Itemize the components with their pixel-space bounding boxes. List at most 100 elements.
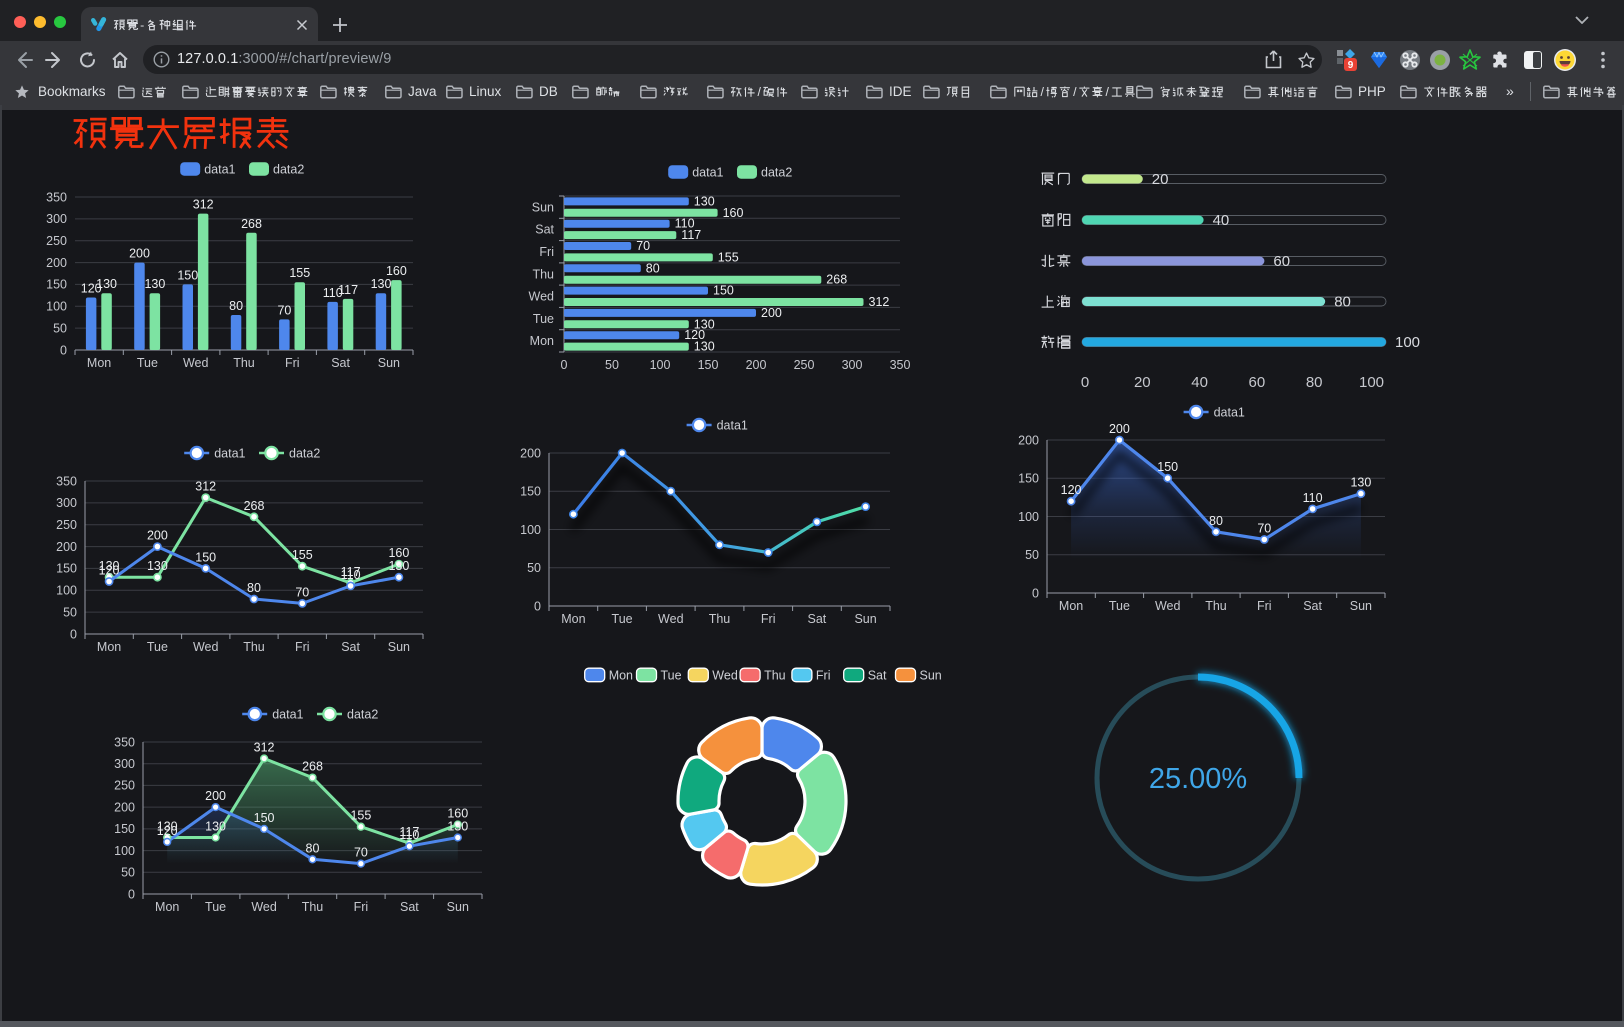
svg-text:120: 120	[99, 564, 120, 578]
svg-text:350: 350	[46, 190, 67, 204]
svg-text:150: 150	[254, 811, 275, 825]
svg-text:50: 50	[53, 321, 67, 335]
svg-text:0: 0	[70, 627, 77, 641]
svg-text:data1: data1	[692, 166, 723, 180]
svg-text:200: 200	[1018, 433, 1039, 447]
svg-text:130: 130	[205, 820, 226, 834]
svg-text:Sat: Sat	[808, 612, 827, 626]
svg-text:200: 200	[46, 256, 67, 270]
svg-text:150: 150	[56, 562, 77, 576]
svg-text:120: 120	[81, 282, 102, 296]
svg-text:160: 160	[447, 807, 468, 821]
svg-text:60: 60	[1249, 374, 1266, 391]
svg-text:40: 40	[1213, 212, 1230, 229]
svg-text:Sat: Sat	[1303, 599, 1322, 613]
svg-text:130: 130	[147, 559, 168, 573]
svg-text:Mon: Mon	[1059, 599, 1083, 613]
svg-text:70: 70	[636, 239, 650, 253]
svg-text:80: 80	[646, 261, 660, 275]
svg-text:0: 0	[561, 358, 568, 372]
svg-text:data2: data2	[347, 708, 378, 722]
svg-text:50: 50	[1025, 548, 1039, 562]
svg-text:data2: data2	[761, 166, 792, 180]
svg-text:Mon: Mon	[530, 334, 554, 348]
svg-text:155: 155	[350, 809, 371, 823]
svg-text:Wed: Wed	[658, 612, 684, 626]
svg-text:300: 300	[842, 358, 863, 372]
svg-text:Sun: Sun	[388, 640, 410, 654]
svg-text:350: 350	[56, 474, 77, 488]
svg-text:200: 200	[761, 306, 782, 320]
svg-text:Thu: Thu	[709, 612, 731, 626]
svg-text:130: 130	[371, 277, 392, 291]
svg-text:Wed: Wed	[183, 356, 209, 370]
svg-text:117: 117	[338, 283, 358, 297]
svg-text:110: 110	[323, 286, 343, 300]
svg-text:100: 100	[114, 844, 135, 858]
svg-text:Tue: Tue	[1109, 599, 1130, 613]
svg-text:Mon: Mon	[561, 612, 585, 626]
svg-text:0: 0	[128, 887, 135, 901]
svg-text:Thu: Thu	[302, 900, 324, 914]
svg-text:150: 150	[520, 485, 541, 499]
svg-text:100: 100	[520, 523, 541, 537]
svg-text:200: 200	[114, 800, 135, 814]
svg-text:9: 9	[1348, 60, 1354, 71]
svg-text:0: 0	[60, 343, 67, 357]
svg-text:130: 130	[694, 317, 715, 331]
svg-text:150: 150	[713, 284, 734, 298]
svg-text:200: 200	[746, 358, 767, 372]
svg-text:268: 268	[302, 760, 323, 774]
svg-text:120: 120	[684, 328, 705, 342]
svg-text:data1: data1	[214, 447, 245, 461]
svg-text:Sat: Sat	[331, 356, 350, 370]
svg-text:80: 80	[1209, 514, 1223, 528]
svg-text:Tue: Tue	[661, 669, 682, 683]
svg-text:Fri: Fri	[285, 356, 300, 370]
svg-text:150: 150	[195, 550, 216, 564]
svg-text:130: 130	[694, 340, 715, 354]
svg-text:0: 0	[534, 599, 541, 613]
svg-text:Tue: Tue	[612, 612, 633, 626]
svg-text:data1: data1	[717, 419, 748, 433]
svg-text:Sun: Sun	[920, 669, 942, 683]
svg-text:Thu: Thu	[532, 267, 554, 281]
svg-text:300: 300	[46, 212, 67, 226]
svg-text:200: 200	[1109, 422, 1130, 436]
svg-text:Wed: Wed	[529, 290, 555, 304]
svg-text:Mon: Mon	[609, 669, 633, 683]
svg-text:Sun: Sun	[1350, 599, 1372, 613]
svg-text:268: 268	[241, 217, 262, 231]
svg-text:Fri: Fri	[816, 669, 831, 683]
svg-text:130: 130	[694, 194, 715, 208]
svg-text:200: 200	[129, 247, 150, 261]
svg-text:50: 50	[63, 605, 77, 619]
svg-text:Thu: Thu	[764, 669, 786, 683]
svg-text:Fri: Fri	[295, 640, 310, 654]
svg-text:Mon: Mon	[97, 640, 121, 654]
svg-text:Fri: Fri	[761, 612, 776, 626]
svg-text:Wed: Wed	[712, 669, 738, 683]
svg-text:150: 150	[1157, 460, 1178, 474]
svg-text:117: 117	[399, 825, 419, 839]
svg-text:120: 120	[1061, 483, 1082, 497]
svg-text:250: 250	[794, 358, 815, 372]
svg-text:155: 155	[718, 250, 739, 264]
svg-text:250: 250	[114, 779, 135, 793]
svg-text:Thu: Thu	[233, 356, 255, 370]
svg-text:312: 312	[193, 198, 214, 212]
svg-text:350: 350	[890, 358, 911, 372]
svg-text:130: 130	[447, 820, 468, 834]
svg-text:80: 80	[229, 299, 243, 313]
svg-text:312: 312	[254, 741, 275, 755]
svg-text:160: 160	[386, 264, 407, 278]
svg-text:Sat: Sat	[400, 900, 419, 914]
svg-text:200: 200	[205, 789, 226, 803]
svg-text:Tue: Tue	[533, 312, 554, 326]
svg-text:/: /	[1073, 85, 1077, 99]
svg-text:100: 100	[1018, 510, 1039, 524]
svg-text:0: 0	[1081, 374, 1089, 391]
svg-text:100: 100	[46, 300, 67, 314]
svg-text:20: 20	[1134, 374, 1151, 391]
svg-text:250: 250	[46, 234, 67, 248]
